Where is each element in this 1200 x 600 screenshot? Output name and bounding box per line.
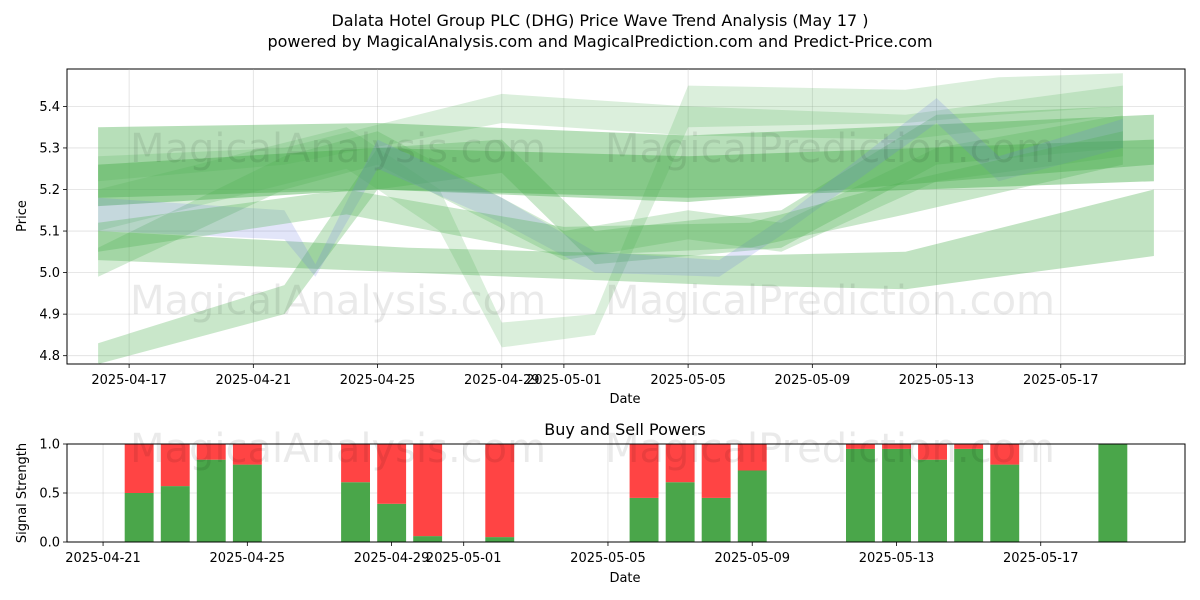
chart-title: Dalata Hotel Group PLC (DHG) Price Wave … — [331, 11, 868, 30]
price-y-tick-label: 4.9 — [39, 308, 60, 323]
sell-bar — [882, 444, 911, 449]
chart-subtitle: powered by MagicalAnalysis.com and Magic… — [267, 32, 932, 51]
price-y-tick-label: 5.4 — [39, 100, 60, 115]
buy-sell-x-axis-title: Date — [609, 571, 640, 586]
price-x-tick-label: 2025-04-21 — [216, 373, 292, 388]
watermark-prediction-top: MagicalPrediction.com — [605, 126, 1055, 172]
buy-sell-y-axis-title: Signal Strength — [15, 443, 30, 543]
buy-bar — [413, 536, 443, 542]
price-band-6 — [98, 85, 1123, 182]
watermark-analysis-bottom: MagicalAnalysis.com — [130, 278, 546, 324]
sell-bar — [737, 444, 767, 471]
price-ticks: 2025-04-17 2025-04-21 2025-04-25 2025-04-29… — [39, 100, 1098, 388]
buy-bar — [160, 486, 190, 542]
buy-bar — [485, 537, 515, 542]
buy-sell-ticks: 2025-04-21 2025-04-25 2025-04-292025-05-01… — [39, 438, 1078, 567]
price-plot-frame — [66, 68, 1186, 365]
price-x-tick-label: 2025-05-13 — [899, 373, 975, 388]
buy-sell-x-tick-label: 2025-05-05 — [570, 551, 646, 566]
watermark-prediction-lower: MagicalPrediction.com — [605, 426, 1055, 472]
buy-bar — [846, 448, 875, 542]
buy-bar — [701, 497, 731, 542]
buy-bar — [918, 459, 947, 542]
price-y-axis-title: Price — [15, 200, 30, 232]
sell-bar — [485, 444, 515, 538]
price-grid — [67, 69, 1185, 364]
buy-bar — [990, 464, 1020, 542]
buy-bar — [737, 470, 767, 542]
buy-sell-x-tick-label: 2025-04-21 — [65, 551, 141, 566]
sell-bar — [701, 444, 731, 498]
sell-bar — [665, 444, 695, 483]
sell-bar — [196, 444, 226, 460]
price-y-tick-label: 5.0 — [39, 266, 60, 281]
price-y-tick-label: 5.1 — [39, 225, 60, 240]
sell-bar — [990, 444, 1020, 465]
buy-bar — [377, 503, 407, 542]
buy-bar — [629, 497, 659, 542]
buy-bar — [341, 482, 370, 542]
buy-sell-x-tick-label: 2025-05-13 — [859, 551, 935, 566]
price-band-1 — [98, 114, 1154, 202]
buy-sell-bars — [124, 444, 1128, 542]
price-band-4 — [98, 73, 1123, 348]
buy-sell-y-tick-label: 0.5 — [39, 487, 60, 502]
price-bands — [98, 73, 1154, 365]
buy-bar — [954, 448, 984, 542]
price-x-axis-title: Date — [609, 392, 640, 407]
price-x-tick-label: 2025-05-05 — [650, 373, 726, 388]
buy-sell-x-tick-label: 2025-05-17 — [1003, 551, 1079, 566]
sell-bar — [629, 444, 659, 498]
price-y-tick-label: 5.2 — [39, 183, 60, 198]
buy-sell-x-tick-label: 2025-04-25 — [210, 551, 286, 566]
buy-sell-y-tick-label: 0.0 — [39, 536, 60, 551]
price-x-tick-label: 2025-04-25 — [340, 373, 416, 388]
price-band-3 — [98, 106, 1123, 365]
price-band-8 — [98, 131, 1123, 256]
sell-bar — [124, 444, 154, 493]
buy-bar — [124, 493, 154, 542]
sell-bar — [918, 444, 947, 460]
watermark-analysis-lower: MagicalAnalysis.com — [130, 426, 546, 472]
sell-bar — [341, 444, 370, 483]
sell-bar — [846, 444, 875, 449]
buy-sell-chart: Buy and Sell Powers MagicalAnalysis.com … — [15, 420, 1186, 586]
watermark-analysis-top: MagicalAnalysis.com — [130, 126, 546, 172]
price-wave-chart: MagicalAnalysis.com MagicalPrediction.co… — [15, 68, 1186, 407]
watermark-prediction-bottom: MagicalPrediction.com — [605, 278, 1055, 324]
buy-bar — [196, 459, 226, 542]
buy-sell-title: Buy and Sell Powers — [544, 420, 706, 439]
buy-bar — [232, 464, 262, 542]
price-x-tick-label: 2025-04-29 — [464, 373, 540, 388]
price-x-tick-label: 2025-05-17 — [1023, 373, 1099, 388]
price-y-tick-label: 4.8 — [39, 349, 60, 364]
price-band-5 — [98, 114, 1123, 277]
sell-bar — [232, 444, 262, 465]
sell-bar — [377, 444, 407, 504]
buy-sell-y-tick-label: 1.0 — [39, 438, 60, 453]
buy-sell-x-tick-label: 2025-04-29 — [354, 551, 430, 566]
sell-bar — [160, 444, 190, 487]
buy-bar — [1098, 444, 1128, 542]
sell-bar — [954, 444, 984, 449]
buy-sell-x-tick-label: 2025-05-01 — [426, 551, 502, 566]
buy-sell-x-tick-label: 2025-05-09 — [714, 551, 790, 566]
price-x-tick-label: 2025-05-01 — [526, 373, 602, 388]
price-x-tick-label: 2025-04-17 — [91, 373, 167, 388]
sell-bar — [413, 444, 443, 537]
price-band-2 — [98, 189, 1154, 290]
buy-bar — [882, 448, 911, 542]
price-y-tick-label: 5.3 — [39, 141, 60, 156]
buy-bar — [665, 482, 695, 542]
price-x-tick-label: 2025-05-09 — [775, 373, 851, 388]
price-band-0 — [98, 139, 1154, 207]
